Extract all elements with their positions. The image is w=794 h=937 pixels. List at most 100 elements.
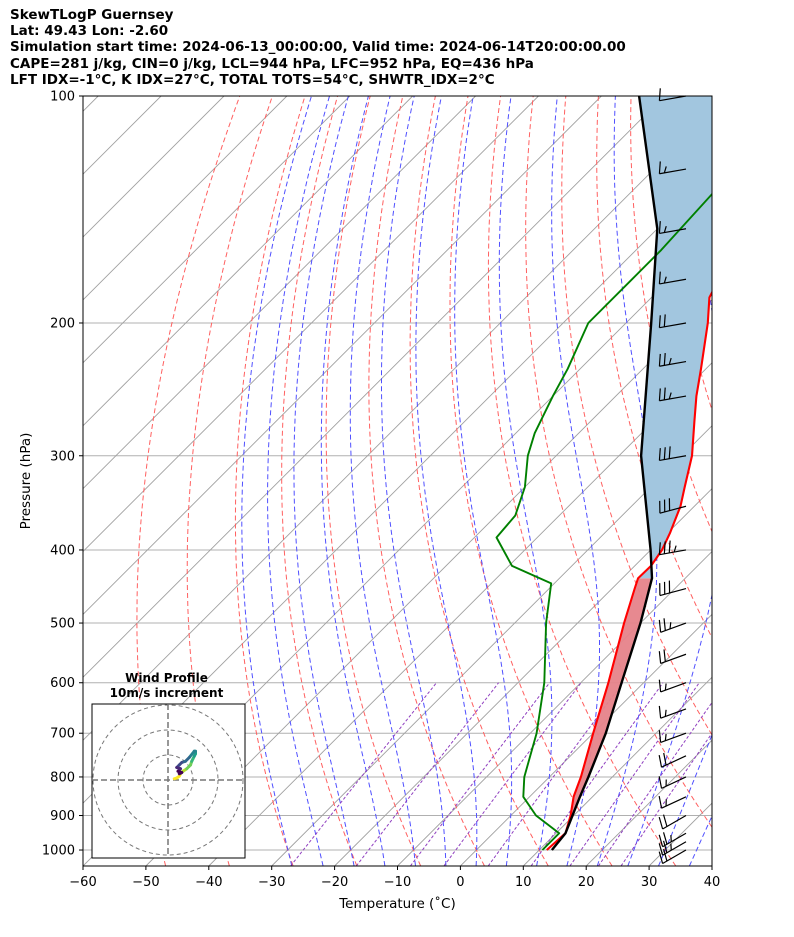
x-tick-label: −60: [69, 875, 96, 890]
barb-feather: [663, 752, 667, 766]
barb-staff: [659, 505, 687, 514]
moist-adiabat: [720, 96, 794, 866]
moist-adiabat: [293, 96, 355, 866]
dry-adiabat: [525, 96, 712, 829]
barb-feather: [663, 387, 666, 400]
barb-staff: [659, 168, 687, 175]
barb-feather: [663, 314, 666, 327]
barb-staff: [660, 708, 687, 719]
moist-adiabat: [320, 96, 386, 866]
barb-staff: [661, 776, 687, 789]
upper-shading: [638, 96, 712, 579]
barb-feather: [658, 161, 661, 174]
dry-adiabat: [368, 96, 485, 866]
barb-staff: [659, 278, 687, 285]
barb-feather: [658, 315, 661, 328]
y-tick-label: 800: [50, 770, 75, 785]
wind-barb: [658, 832, 687, 848]
barb-feather: [658, 754, 663, 768]
x-tick-label: −10: [384, 875, 411, 890]
barb-feather: [663, 352, 666, 366]
barb-feather: [662, 814, 668, 827]
barb-staff: [660, 732, 687, 744]
barb-feather: [658, 705, 662, 719]
x-tick-label: −40: [195, 875, 222, 890]
y-tick-label: 900: [50, 809, 75, 824]
wind-barb: [658, 730, 687, 744]
wind-barb: [658, 649, 687, 665]
barb-staff: [660, 622, 687, 633]
dry-adiabat: [449, 96, 613, 866]
barb-feather: [658, 776, 663, 789]
y-tick-label: 700: [50, 727, 75, 742]
wind-barb: [658, 314, 687, 329]
y-tick-label: 1000: [42, 844, 75, 859]
barb-feather: [663, 649, 666, 662]
mixing-ratio-line: [290, 682, 437, 866]
barb-feather: [658, 851, 664, 864]
dry-adiabat: [487, 96, 677, 866]
barb-feather: [658, 843, 664, 856]
barb-feather: [664, 734, 667, 741]
barb-feather: [662, 848, 668, 862]
background-lines: [83, 96, 794, 866]
isotherm-line: [522, 676, 712, 866]
mixing-ratio-line: [355, 682, 499, 866]
wind-barb: [658, 446, 687, 462]
wind-barb: [658, 752, 687, 768]
barb-feather: [658, 221, 661, 234]
wind-barb: [658, 814, 687, 830]
barb-feather: [658, 619, 662, 633]
isotherm-line: [775, 96, 794, 866]
barb-feather: [664, 709, 667, 717]
isotherm-line: [83, 96, 539, 553]
barb-feather: [663, 618, 666, 631]
mixing-ratio-line: [410, 682, 550, 866]
shaded-areas: [564, 96, 712, 834]
barb-feather: [669, 622, 672, 629]
wind-barb: [659, 498, 687, 514]
barb-feather: [658, 542, 661, 555]
barb-feather: [658, 834, 664, 847]
x-tick-label: −50: [132, 875, 159, 890]
barb-feather: [663, 225, 667, 233]
header-cape: CAPE=281 j/kg, CIN=0 j/kg, LCL=944 hPa, …: [10, 55, 534, 72]
header-latlon: Lat: 49.43 Lon: -2.60: [10, 23, 169, 40]
hodograph-segment: [177, 771, 184, 776]
dry-adiabat: [281, 96, 358, 866]
chart-header: SkewTLogP Guernsey Lat: 49.43 Lon: -2.60…: [10, 7, 626, 88]
x-tick-label: 0: [456, 875, 464, 890]
barb-staff: [659, 395, 687, 402]
dry-adiabat: [234, 96, 306, 866]
y-tick-label: 400: [50, 543, 75, 558]
barb-staff: [659, 455, 687, 462]
barb-feather: [658, 448, 661, 461]
hodograph-subtitle: 10m/s increment: [110, 686, 224, 700]
mixing-ratio-line: [620, 732, 712, 866]
cape-shading: [564, 578, 652, 834]
barb-staff: [662, 849, 687, 865]
wind-barb: [659, 580, 687, 597]
x-tick-label: 30: [641, 875, 658, 890]
barb-staff: [659, 360, 687, 367]
barb-feather: [658, 795, 663, 809]
wind-barb: [658, 540, 687, 556]
barb-staff: [659, 95, 687, 102]
dry-adiabat: [561, 96, 712, 736]
x-tick-label: 20: [578, 875, 595, 890]
mixing-ratio-line: [569, 682, 700, 866]
x-tick-label: −30: [258, 875, 285, 890]
barb-staff: [661, 755, 687, 768]
barb-staff: [659, 549, 687, 556]
wind-barb: [658, 795, 687, 809]
mixing-ratio-line: [443, 682, 582, 866]
wind-barb: [658, 679, 687, 693]
barb-staff: [662, 815, 687, 830]
barb-staff: [659, 322, 687, 329]
barb-feather: [658, 271, 661, 284]
x-tick-label: 40: [704, 875, 721, 890]
barb-staff: [660, 682, 687, 693]
barb-feather: [658, 730, 662, 743]
